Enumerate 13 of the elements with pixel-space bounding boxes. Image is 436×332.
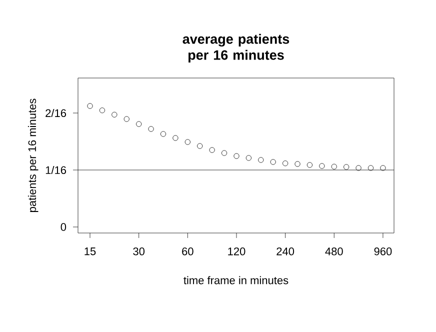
x-tick-label: 120 xyxy=(228,248,246,256)
chart-title: average patients per 16 minutes xyxy=(182,34,290,62)
x-tick-label: 60 xyxy=(182,248,194,256)
x-tick-label: 480 xyxy=(325,248,343,256)
x-axis-title: time frame in minutes xyxy=(184,276,288,284)
y-tick-label: 2/16 xyxy=(46,108,66,118)
y-tick-label: 0 xyxy=(60,223,66,231)
y-tick-label: 1/16 xyxy=(46,166,66,174)
x-tick-label: 960 xyxy=(374,248,392,256)
x-tick-label: 30 xyxy=(133,248,145,256)
x-tick-label: 240 xyxy=(276,248,294,256)
y-axis-title: patients per 16 minutes xyxy=(28,98,38,212)
x-tick-label: 15 xyxy=(84,248,96,256)
